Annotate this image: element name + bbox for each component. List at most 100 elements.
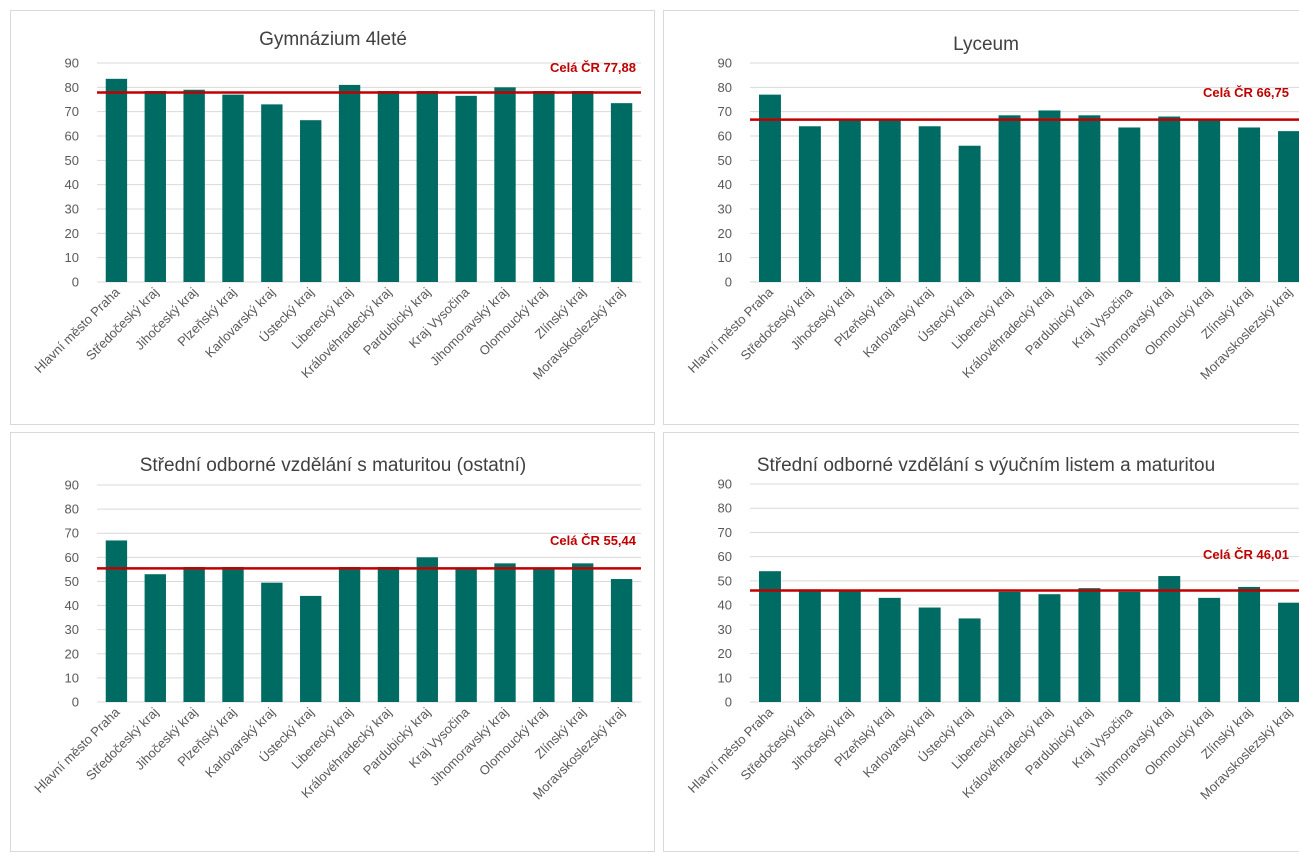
bar xyxy=(455,568,477,702)
bar xyxy=(958,618,981,702)
bar xyxy=(1038,110,1061,282)
bar xyxy=(1238,127,1261,282)
chart-panel-sov-vyucni-list: Střední odborné vzdělání s výučním liste… xyxy=(663,432,1299,852)
y-tick-label: 70 xyxy=(65,104,79,119)
bar xyxy=(533,90,555,282)
x-tick-label: Středočeský kraj xyxy=(737,704,816,783)
bar xyxy=(1078,588,1101,702)
bar xyxy=(183,566,205,702)
bar xyxy=(261,104,283,282)
y-tick-label: 30 xyxy=(65,622,79,637)
y-tick-label: 20 xyxy=(65,646,79,661)
y-tick-label: 40 xyxy=(65,177,79,192)
y-tick-label: 50 xyxy=(718,573,732,588)
bar xyxy=(105,540,128,702)
bar xyxy=(1238,586,1261,702)
bar xyxy=(958,145,981,282)
bar xyxy=(798,589,821,702)
y-tick-label: 40 xyxy=(718,177,732,192)
bar xyxy=(1158,116,1181,283)
y-tick-label: 10 xyxy=(65,250,79,265)
bar xyxy=(1118,127,1141,282)
chart-panel-gymnazium: Gymnázium 4leté 0 10 20 30 40 50 60 70 80 90 Hlavní… xyxy=(10,10,655,425)
bar xyxy=(338,84,361,283)
y-tick-label: 50 xyxy=(65,574,79,589)
y-tick-label: 10 xyxy=(718,250,732,265)
bar xyxy=(338,566,361,702)
bar xyxy=(300,595,322,702)
bar xyxy=(610,579,633,702)
y-tick-label: 60 xyxy=(65,550,79,565)
y-tick-label: 70 xyxy=(718,525,732,540)
bar xyxy=(494,563,516,702)
y-tick-label: 40 xyxy=(718,598,732,613)
y-tick-label: 20 xyxy=(65,226,79,241)
x-tick-label: Pardubický kraj xyxy=(360,704,434,778)
reference-label: Celá ČR 77,88 xyxy=(550,60,636,75)
bar xyxy=(533,569,555,702)
bar xyxy=(998,115,1021,282)
bar xyxy=(572,90,594,282)
x-tick-label: Pardubický kraj xyxy=(360,284,434,358)
y-tick-label: 0 xyxy=(725,275,732,290)
y-tick-label: 0 xyxy=(72,275,79,290)
bar xyxy=(1278,131,1299,282)
y-tick-label: 90 xyxy=(718,56,732,71)
y-tick-label: 80 xyxy=(65,80,79,95)
x-tick-label: Olomoucký kraj xyxy=(476,284,550,358)
x-tick-label: Karlovarský kraj xyxy=(860,704,936,780)
y-tick-label: 60 xyxy=(718,549,732,564)
y-tick-label: 20 xyxy=(718,226,732,241)
bar xyxy=(798,126,821,283)
reference-label: Celá ČR 66,75 xyxy=(1203,85,1289,100)
bar xyxy=(998,591,1021,702)
bar xyxy=(918,126,941,283)
x-tick-label: Karlovarský kraj xyxy=(202,704,278,780)
bar xyxy=(416,90,438,282)
bar xyxy=(494,87,516,282)
chart-title: Střední odborné vzdělání s maturitou (os… xyxy=(140,455,527,476)
chart-svg-sov-maturita: Střední odborné vzdělání s maturitou (os… xyxy=(31,455,641,802)
x-tick-label: Karlovarský kraj xyxy=(202,284,278,360)
y-tick-label: 80 xyxy=(65,502,79,517)
bar xyxy=(878,597,901,702)
chart-title: Střední odborné vzdělání s výučním liste… xyxy=(757,455,1215,476)
y-tick-label: 40 xyxy=(65,598,79,613)
bar xyxy=(1278,602,1299,702)
bar xyxy=(1198,118,1221,282)
y-tick-label: 30 xyxy=(65,202,79,217)
bar xyxy=(758,571,781,702)
chart-svg-sov-vyucni-list: Střední odborné vzdělání s výučním liste… xyxy=(685,455,1299,802)
chart-panel-sov-maturita: Střední odborné vzdělání s maturitou (os… xyxy=(10,432,655,852)
bar xyxy=(918,607,941,702)
y-tick-label: 50 xyxy=(65,153,79,168)
bar xyxy=(261,582,283,702)
y-tick-label: 50 xyxy=(718,153,732,168)
bar xyxy=(300,120,322,282)
bar xyxy=(144,90,166,282)
y-tick-label: 10 xyxy=(718,670,732,685)
x-tick-label: Olomoucký kraj xyxy=(476,704,550,778)
y-tick-label: 0 xyxy=(72,695,79,710)
bar xyxy=(878,118,901,282)
y-tick-label: 20 xyxy=(718,646,732,661)
bar xyxy=(1158,576,1181,702)
y-tick-label: 30 xyxy=(718,202,732,217)
y-tick-label: 0 xyxy=(725,695,732,710)
y-tick-label: 60 xyxy=(65,129,79,144)
bar xyxy=(455,95,477,282)
bar xyxy=(610,103,633,283)
bar xyxy=(572,563,594,702)
y-tick-label: 90 xyxy=(65,478,79,493)
bar xyxy=(838,590,861,702)
bar xyxy=(416,557,438,702)
chart-title: Gymnázium 4leté xyxy=(259,29,407,50)
y-tick-label: 60 xyxy=(718,129,732,144)
y-tick-label: 10 xyxy=(65,670,79,685)
reference-label: Celá ČR 46,01 xyxy=(1203,547,1289,562)
reference-label: Celá ČR 55,44 xyxy=(550,533,637,548)
bar xyxy=(183,89,205,283)
bar xyxy=(377,90,400,282)
y-tick-label: 90 xyxy=(65,56,79,71)
